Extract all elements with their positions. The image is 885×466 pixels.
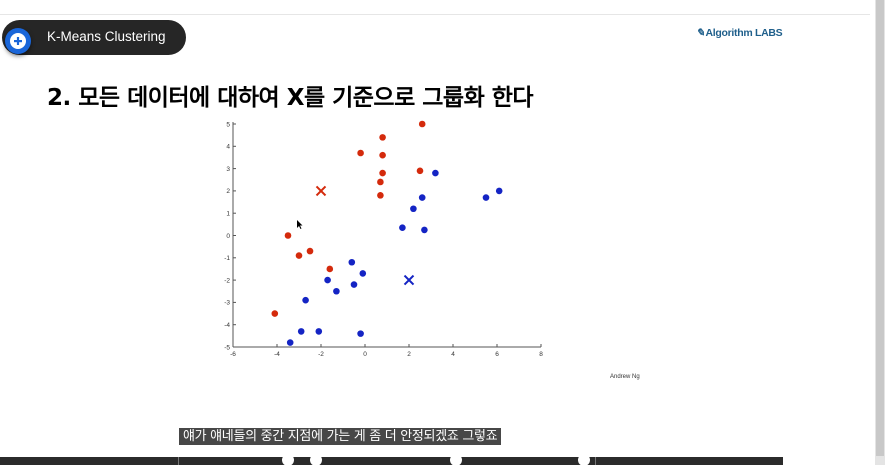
timeline-marker: [595, 457, 596, 465]
blue-data-point: [302, 296, 309, 304]
blue-data-point: [495, 187, 503, 195]
red-data-point: [418, 120, 426, 128]
plus-circle-icon[interactable]: [5, 28, 31, 54]
red-data-point: [271, 310, 279, 317]
red-data-point: [379, 134, 386, 141]
y-tick-label: 2: [226, 188, 230, 195]
blue-data-point: [315, 328, 323, 335]
blue-data-point: [482, 194, 490, 201]
blue-data-point: [286, 339, 294, 346]
y-tick-label: 5: [226, 121, 230, 128]
x-tick-label: 6: [495, 351, 499, 358]
chart-centroids: [315, 185, 415, 286]
red-data-point: [377, 178, 384, 186]
x-tick-label: -4: [274, 351, 280, 358]
logo-mark-icon: ✎: [696, 27, 705, 39]
x-tick-label: -2: [318, 351, 324, 358]
blue-data-point: [348, 258, 356, 266]
timeline-chapter-handle[interactable]: [282, 454, 294, 466]
slide-credit: Andrew Ng: [610, 374, 640, 380]
blue-data-point: [357, 330, 364, 337]
series-red-points: [271, 120, 426, 317]
timeline-marker: [178, 457, 179, 465]
blue-data-point: [421, 226, 428, 234]
x-tick-label: 4: [451, 351, 455, 358]
top-divider: [0, 14, 870, 15]
video-subtitle: 얘가 얘네들의 중간 지점에 가는 게 좀 더 안정되겠죠 그렇죠: [179, 428, 502, 445]
blue-data-point: [324, 276, 331, 284]
red-data-point: [326, 265, 334, 273]
chart-ticks: -6 -4 -2 0 2 4 6 8 5 4 3 2 1 0 -1 -2 -3 -4 -5: [224, 121, 543, 358]
series-blue-points: [286, 169, 503, 346]
red-data-point: [357, 149, 364, 157]
y-tick-label: 4: [226, 144, 230, 151]
x-tick-label: 0: [363, 351, 367, 358]
y-tick-label: 1: [226, 211, 230, 218]
y-tick-label: 3: [226, 166, 230, 173]
red-data-point: [379, 151, 386, 159]
blue-data-point: [297, 328, 305, 335]
mouse-pointer-icon: [297, 214, 303, 233]
red-centroid-marker: [315, 185, 327, 197]
y-tick-label: -5: [224, 344, 230, 351]
blue-data-point: [399, 224, 406, 231]
blue-centroid-marker: [403, 274, 415, 286]
x-tick-label: 2: [407, 351, 411, 358]
y-tick-label: 0: [226, 233, 230, 240]
slide-heading: 2. 모든 데이터에 대하여 X를 기준으로 그룹화 한다: [47, 85, 534, 111]
scrollbar-thumb[interactable]: [876, 0, 884, 456]
lesson-title-pill[interactable]: K-Means Clustering: [2, 20, 186, 55]
blue-data-point: [410, 205, 417, 213]
blue-data-point: [333, 287, 340, 295]
blue-data-point: [350, 281, 358, 288]
red-data-point: [379, 169, 386, 177]
red-data-point: [295, 252, 303, 259]
video-control-bar[interactable]: [0, 457, 783, 465]
blue-data-point: [432, 169, 439, 177]
chart-axes: [232, 122, 541, 348]
timeline-chapter-handle[interactable]: [310, 454, 322, 466]
centroid-stroke: [315, 185, 327, 197]
blue-data-point: [418, 194, 426, 201]
red-data-point: [416, 167, 424, 175]
centroid-stroke: [403, 274, 415, 286]
x-tick-label: -6: [230, 351, 236, 358]
x-tick-label: 8: [539, 351, 543, 358]
chart-points: [271, 120, 503, 346]
logo-text: Algorithm LABS: [705, 27, 783, 39]
blue-data-point: [359, 270, 367, 277]
y-tick-label: -1: [224, 255, 230, 262]
y-tick-label: -3: [224, 300, 230, 307]
timeline-chapter-handle[interactable]: [450, 454, 462, 466]
y-tick-label: -4: [224, 322, 230, 329]
vertical-scrollbar[interactable]: [875, 0, 885, 465]
lesson-title: K-Means Clustering: [47, 29, 166, 44]
brand-logo: ✎Algorithm LABS: [696, 27, 783, 39]
red-data-point: [284, 232, 292, 239]
red-data-point: [306, 247, 314, 255]
y-tick-label: -2: [224, 277, 230, 284]
timeline-chapter-handle[interactable]: [578, 454, 590, 466]
red-data-point: [377, 192, 384, 199]
